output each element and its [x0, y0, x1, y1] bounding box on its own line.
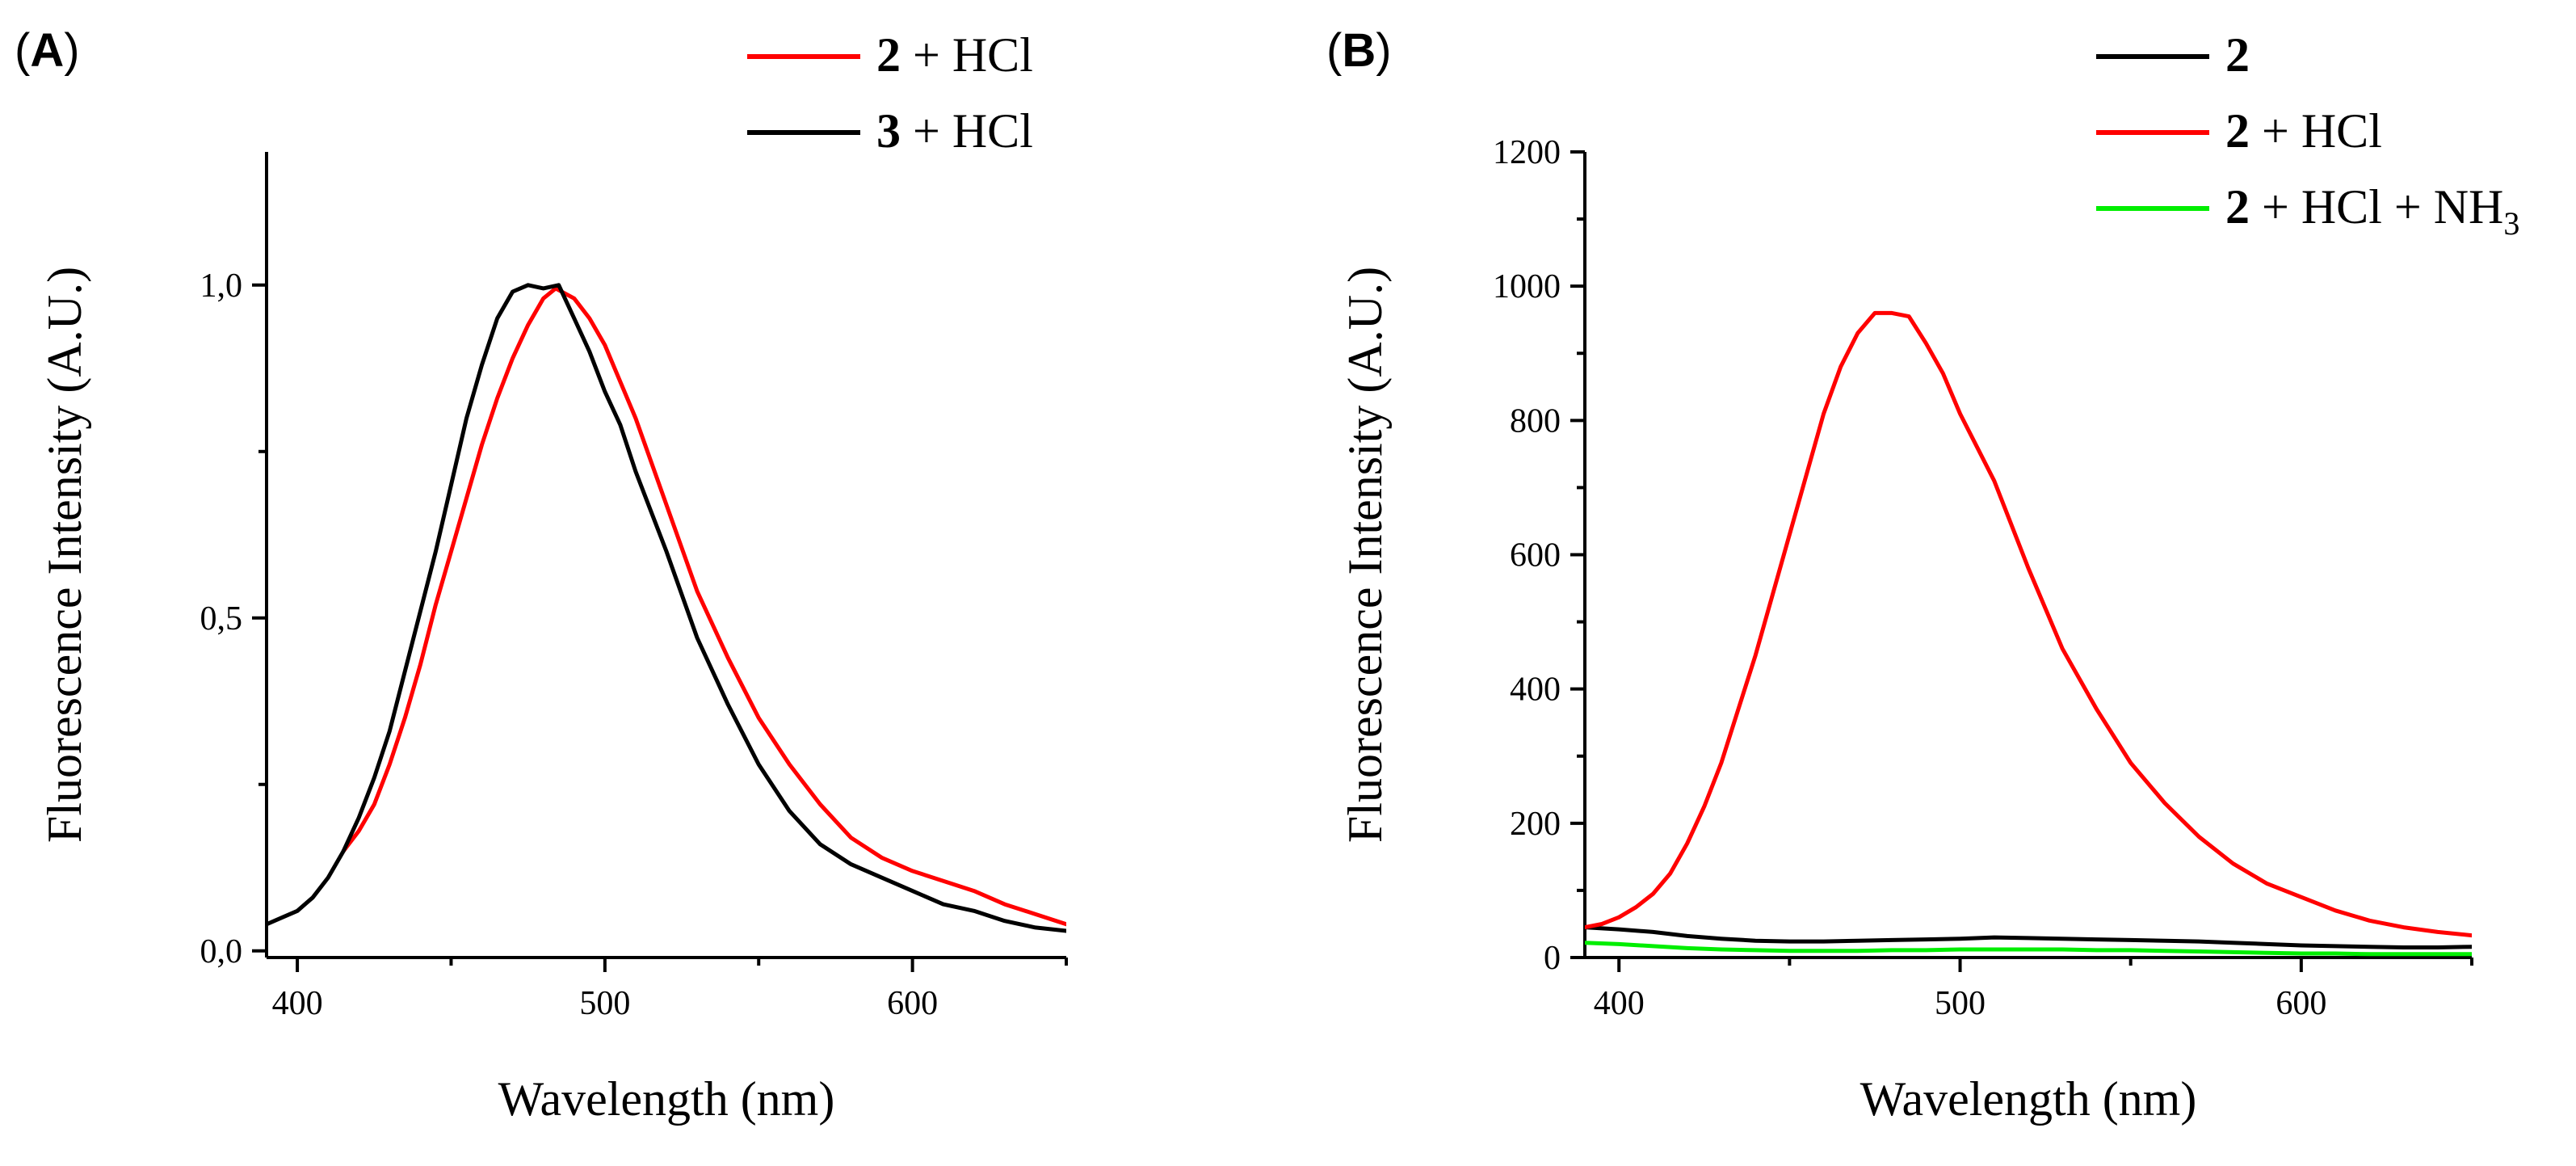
series-line-3-hcl [267, 283, 1066, 933]
x-tick-label: 400 [272, 985, 323, 1022]
y-tick-label: 800 [1510, 402, 1561, 440]
panel-b: (B) 400 500 600 0 200 400 600 800 1000 1200 Wavelen… [1326, 24, 2519, 1126]
x-tick-label: 600 [887, 985, 938, 1022]
y-tick-label: 0 [1544, 940, 1561, 977]
y-tick-label: 1,0 [200, 267, 243, 305]
x-axis-title: Wavelength (nm) [1860, 1072, 2197, 1126]
y-axis-title: Fluorescence Intensity (A.U.) [1338, 267, 1392, 843]
panel-label: (A) [15, 24, 80, 77]
series-line-2 [1585, 925, 2472, 949]
panel-a: (A) 400 500 600 0,0 0,5 1,0 Wavelength (nm) Fluo… [15, 24, 1068, 1126]
y-axis-title: Fluorescence Intensity (A.U.) [38, 267, 91, 843]
legend-entry: 2 + HCl [2225, 104, 2382, 158]
legend-entry: 2 [2225, 28, 2250, 82]
panel-label: (B) [1326, 24, 1392, 77]
y-tick-label: 400 [1510, 671, 1561, 709]
legend: 2 2 + HCl 2 + HCl + NH3 [2096, 28, 2519, 242]
y-tick-label: 1200 [1493, 134, 1561, 171]
legend-entry: 3 + HCl [876, 104, 1033, 158]
x-tick-label: 400 [1594, 985, 1645, 1022]
legend: 2 + HCl 3 + HCl [747, 28, 1033, 158]
series-line-2-hcl [1585, 310, 2472, 938]
y-tick-label: 0,0 [200, 933, 243, 970]
series-line-2-hcl-nh3 [1585, 941, 2472, 957]
x-tick-label: 500 [579, 985, 630, 1022]
y-tick-label: 200 [1510, 806, 1561, 843]
series-line-2-hcl [341, 286, 1066, 927]
x-tick-label: 500 [1935, 985, 1986, 1022]
legend-entry: 2 + HCl + NH3 [2225, 180, 2519, 242]
y-tick-label: 1000 [1493, 268, 1561, 305]
y-tick-label: 0,5 [200, 600, 243, 638]
y-tick-label: 600 [1510, 537, 1561, 575]
x-axis-title: Wavelength (nm) [498, 1072, 835, 1126]
legend-entry: 2 + HCl [876, 28, 1033, 82]
x-tick-label: 600 [2276, 985, 2326, 1022]
